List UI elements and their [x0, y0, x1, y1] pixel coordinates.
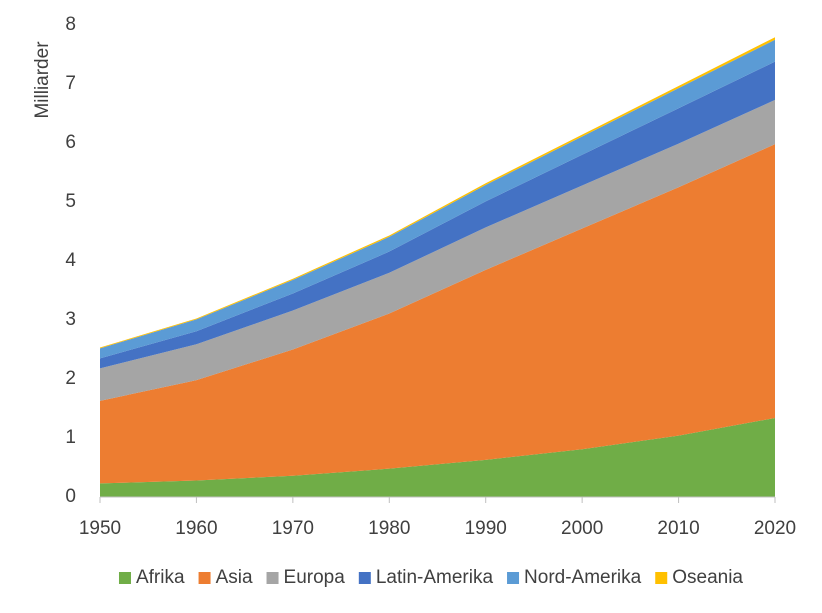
legend: Afrika Asia Europa Latin-Amerika Nord-Amerik… [118, 567, 743, 588]
legend-label: Europa [284, 567, 346, 588]
legend-label: Oseania [672, 567, 743, 588]
legend-swatch [118, 572, 131, 584]
legend-swatch [655, 572, 668, 584]
y-tick-label: 7 [65, 73, 76, 94]
area [100, 144, 775, 484]
legend-swatch [266, 572, 279, 584]
y-tick-label: 1 [65, 427, 76, 448]
legend-label: Latin-Amerika [376, 567, 494, 588]
y-tick-label: 4 [65, 250, 76, 271]
x-tick-label: 2000 [561, 518, 603, 539]
y-tick-label: 0 [65, 486, 76, 507]
x-tick-label: 1990 [465, 518, 507, 539]
x-tick-label: 2010 [657, 518, 699, 539]
y-tick-label: 8 [65, 14, 76, 35]
legend-swatch [358, 572, 371, 584]
x-tick-label: 1950 [79, 518, 121, 539]
legend-swatch [507, 572, 520, 584]
x-tick-label: 1980 [368, 518, 410, 539]
x-tick-label: 1960 [175, 518, 217, 539]
y-tick-label: 6 [65, 132, 76, 153]
x-tick-label: 2020 [754, 518, 796, 539]
legend-label: Asia [216, 567, 253, 588]
legend-swatch [198, 572, 211, 584]
y-axis-label: Milliarder [32, 41, 53, 119]
area [100, 417, 775, 497]
legend-label: Afrika [136, 567, 185, 588]
legend-label: Nord-Amerika [524, 567, 642, 588]
x-tick-label: 1970 [272, 518, 314, 539]
y-tick-label: 3 [65, 309, 76, 330]
y-tick-label: 2 [65, 368, 76, 389]
y-tick-label: 5 [65, 191, 76, 212]
area [100, 99, 775, 401]
